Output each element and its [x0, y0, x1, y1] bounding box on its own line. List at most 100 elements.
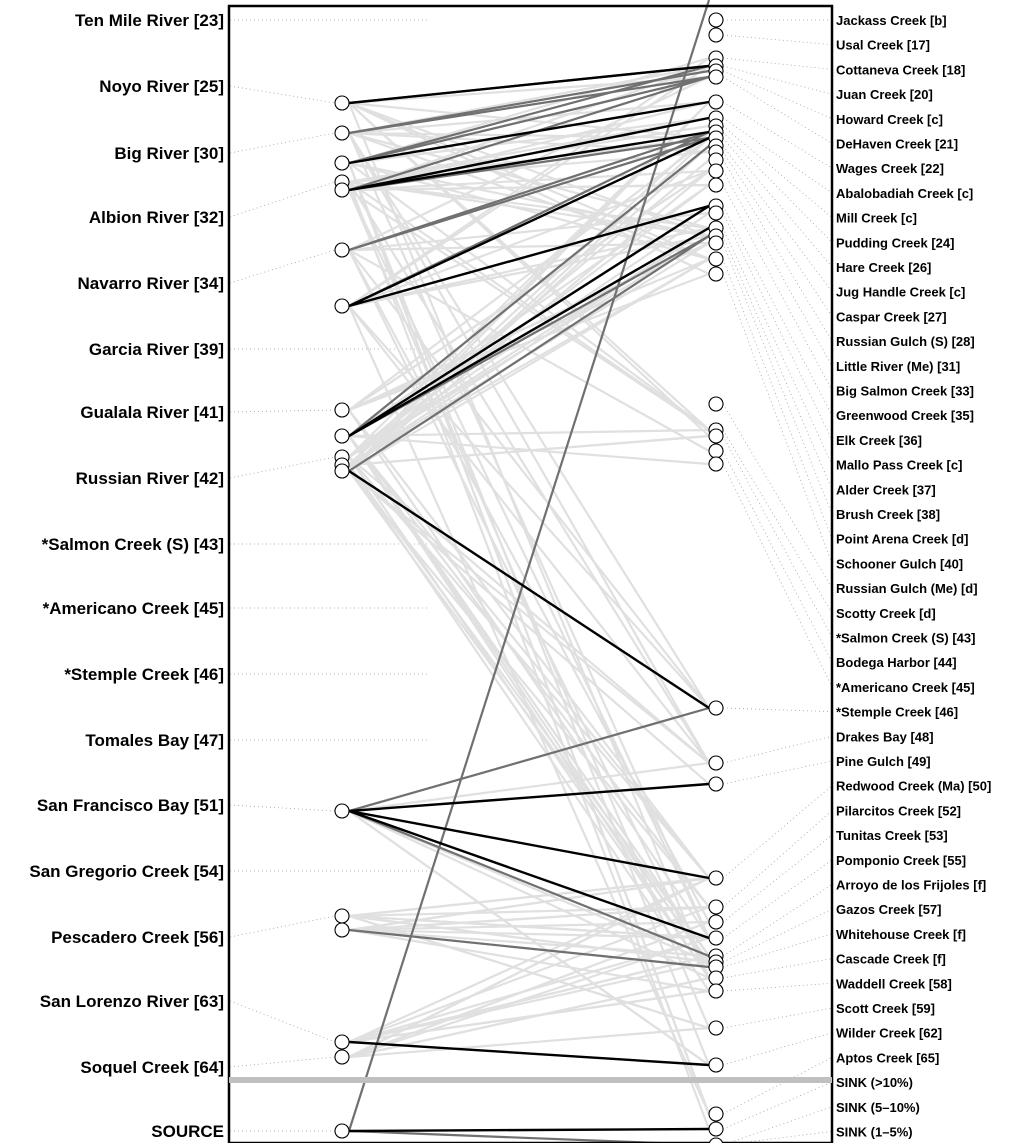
sink-node: [708, 1106, 724, 1122]
source-guide: [229, 804, 336, 812]
source-node: [334, 1123, 350, 1139]
weak-link: [348, 116, 710, 165]
weak-link: [348, 920, 710, 1059]
source-node: [334, 402, 350, 418]
sink-guide: [722, 34, 833, 46]
source-label-san-lorenzo-river-63: San Lorenzo River [63]: [40, 992, 224, 1011]
source-guide: [229, 85, 336, 104]
link-medium: [348, 235, 710, 472]
weak-link: [348, 434, 710, 467]
sink-guide: [722, 137, 833, 268]
link-medium: [348, 75, 710, 135]
weak-link: [348, 761, 710, 813]
source-node: [334, 298, 350, 314]
sink-guide: [722, 151, 833, 317]
source-labels: Ten Mile River [23] Noyo River [25] Big Ri…: [29, 11, 224, 1141]
sink-node: [708, 899, 724, 915]
weak-link: [348, 249, 710, 709]
source-label-garcia-river-39: Garcia River [39]: [89, 340, 224, 359]
source-label-gualala-river-41: Gualala River [41]: [80, 403, 224, 422]
sink-label-wilder-creek-62: Wilder Creek [62]: [836, 1026, 942, 1041]
source-label-san-francisco-bay-51: San Francisco Bay [51]: [37, 796, 224, 815]
weak-link: [348, 249, 710, 923]
sink-node: [708, 930, 724, 946]
source-guide: [229, 1000, 336, 1043]
sink-node: [708, 251, 724, 267]
weak-link: [348, 227, 710, 458]
sink-guide: [722, 170, 833, 366]
weak-link: [348, 226, 710, 308]
sink-node: [708, 163, 724, 179]
source-label-salmon-creek-s-43: *Salmon Creek (S) [43]: [42, 535, 224, 554]
sink-label-mallo-pass-creek-c: Mallo Pass Creek [c]: [836, 458, 962, 473]
weak-link: [348, 102, 710, 437]
sink-node: [708, 69, 724, 85]
sink-label-gazos-creek-57: Gazos Creek [57]: [836, 902, 942, 917]
sink-label-cottaneva-creek-18: Cottaneva Creek [18]: [836, 62, 965, 77]
sink-guide: [722, 859, 833, 939]
sink-guide: [722, 1007, 833, 1029]
source-label-big-river-30: Big River [30]: [114, 144, 224, 163]
link-strong: [348, 116, 710, 192]
sink-label-drakes-bay-48: Drakes Bay [48]: [836, 729, 934, 744]
sink-label-caspar-creek-27: Caspar Creek [27]: [836, 309, 947, 324]
weak-link: [348, 409, 710, 939]
source-label-tomales-bay-47: Tomales Bay [47]: [85, 731, 224, 750]
sink-label-abalobadiah-creek-c: Abalobadiah Creek [c]: [836, 186, 973, 201]
sink-label-arroyo-de-los-frijoles-f: Arroyo de los Frijoles [f]: [836, 878, 986, 893]
sink-node: [708, 1121, 724, 1137]
source-label-navarro-river-34: Navarro River [34]: [78, 274, 224, 293]
link-strong: [348, 204, 710, 438]
weak-link: [348, 305, 710, 709]
link-strong: [348, 809, 710, 880]
link-strong: [348, 64, 710, 105]
weak-link: [348, 227, 710, 466]
link-medium: [348, 75, 710, 165]
sink-label-hare-creek-26: Hare Creek [26]: [836, 260, 931, 275]
sink-label-salmon-creek-s-43: *Salmon Creek (S) [43]: [836, 631, 975, 646]
sink-guide: [722, 908, 833, 963]
link-strong: [348, 136, 710, 308]
sink-label-waddell-creek-58: Waddell Creek [58]: [836, 976, 952, 991]
weak-link: [348, 435, 710, 908]
link-strong: [348, 100, 710, 165]
weak-link: [348, 936, 710, 1059]
sink-guide: [722, 101, 833, 169]
sink-label-jug-handle-creek-c: Jug Handle Creek [c]: [836, 285, 965, 300]
weak-link: [348, 470, 710, 963]
link-strong: [348, 469, 710, 710]
sink-guide: [735, 1131, 833, 1143]
sink-guide: [722, 834, 833, 923]
sink-label-pine-gulch-49: Pine Gulch [49]: [836, 754, 931, 769]
sink-node: [708, 983, 724, 999]
sink-label-pudding-creek-24: Pudding Creek [24]: [836, 235, 954, 250]
weak-link: [348, 470, 710, 764]
source-guide: [229, 132, 336, 154]
sink-guide: [722, 450, 833, 663]
strong-links: [348, 64, 710, 1133]
source-guide: [229, 249, 336, 284]
sink-node: [708, 94, 724, 110]
sink-node: [708, 177, 724, 193]
sink-node: [708, 1057, 724, 1073]
link-medium: [348, 64, 710, 165]
nodes: [334, 12, 724, 1143]
sink-guide: [722, 212, 833, 441]
weak-link: [348, 456, 710, 764]
sink-node: [708, 27, 724, 43]
weak-link: [348, 211, 710, 252]
source-label-soquel-creek-64: Soquel Creek [64]: [80, 1058, 224, 1077]
sink-node: [708, 235, 724, 251]
weak-link: [348, 456, 710, 879]
sink-guide: [722, 1032, 833, 1066]
sink-label-alder-creek-37: Alder Creek [37]: [836, 482, 936, 497]
sink-node: [708, 443, 724, 459]
sink-node: [708, 396, 724, 412]
weak-link: [348, 876, 710, 1044]
sink-node: [708, 266, 724, 282]
link-strong: [348, 782, 710, 813]
weak-link: [348, 56, 710, 165]
weak-link: [348, 234, 710, 308]
source-node: [334, 908, 350, 924]
